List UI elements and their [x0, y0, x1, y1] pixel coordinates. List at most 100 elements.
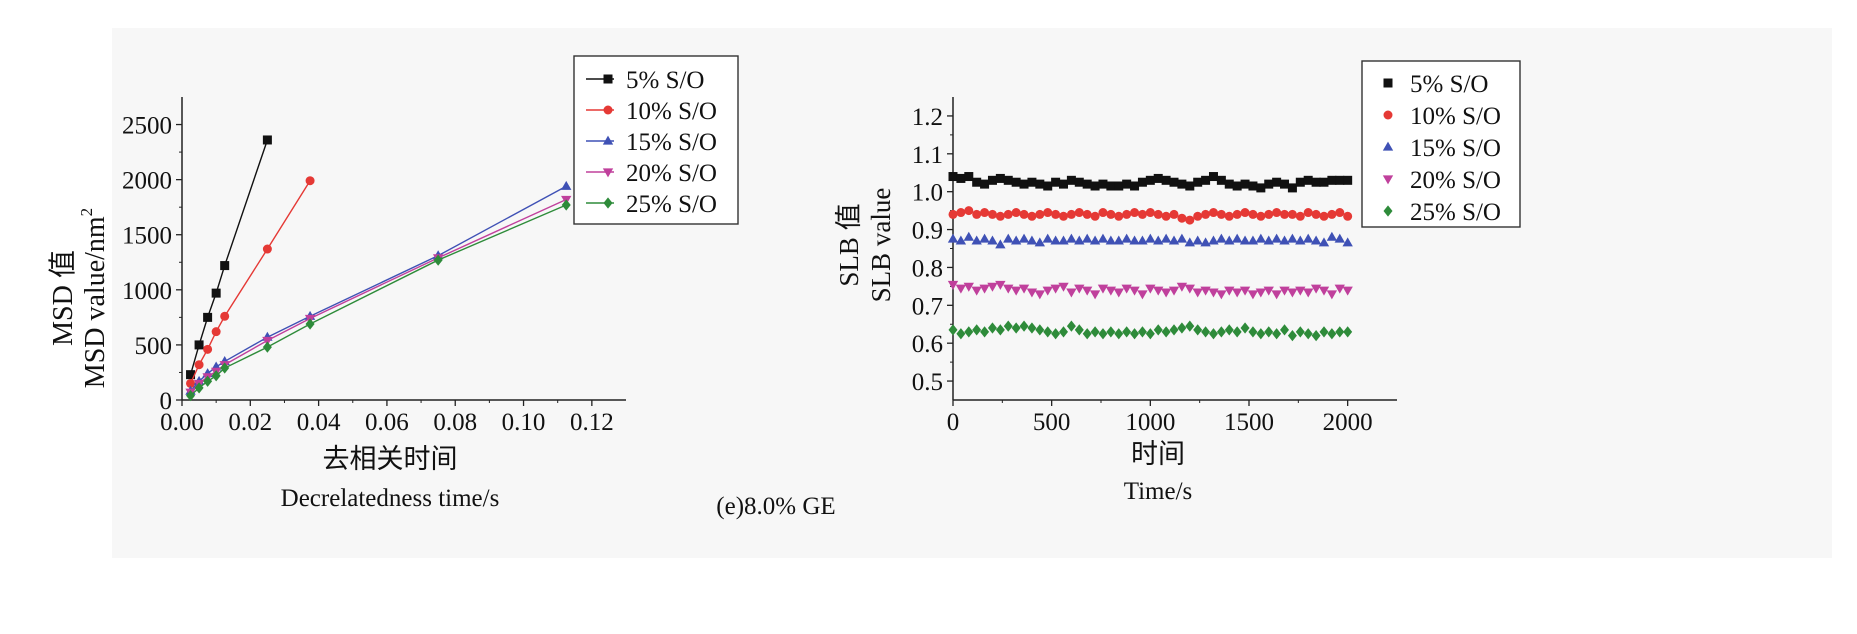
data-point: [956, 208, 966, 218]
data-point: [995, 211, 1005, 221]
data-point: [1082, 286, 1093, 296]
legend-marker: [1383, 110, 1393, 120]
data-point: [1310, 284, 1322, 294]
data-point: [1224, 324, 1234, 336]
data-point: [262, 244, 272, 254]
data-point: [1082, 233, 1093, 243]
legend-label: 5% S/O: [1410, 71, 1488, 98]
data-point: [1240, 322, 1250, 334]
data-point: [980, 179, 990, 189]
data-point: [1137, 290, 1148, 300]
data-point: [1256, 183, 1266, 193]
data-point: [1043, 208, 1053, 218]
data-point: [1122, 326, 1132, 338]
data-point: [1239, 286, 1251, 296]
data-point: [220, 362, 230, 374]
data-point: [1168, 235, 1180, 245]
data-point: [1074, 324, 1084, 336]
legend-item: 15% S/O: [1382, 135, 1501, 162]
data-point: [1003, 209, 1013, 219]
legend-item: 20% S/O: [586, 160, 717, 187]
data-point: [1311, 177, 1321, 187]
data-point: [1287, 209, 1297, 219]
data-point: [1106, 326, 1116, 338]
legend-marker: [1383, 78, 1393, 88]
data-point: [1303, 233, 1314, 243]
figure-caption: (e)8.0% GE: [716, 493, 835, 520]
data-point: [203, 312, 213, 322]
data-point: [1130, 328, 1140, 340]
msd-ylabel-en: MSD value/nm2: [77, 208, 111, 388]
data-point: [1248, 209, 1258, 219]
data-point: [979, 284, 990, 294]
data-point: [1327, 175, 1337, 185]
data-point: [1066, 175, 1076, 185]
legend-item: 20% S/O: [1382, 167, 1501, 194]
y-tick-label: 500: [135, 333, 173, 360]
legend-marker: [603, 105, 613, 115]
data-point: [1003, 284, 1014, 294]
data-point: [262, 135, 272, 145]
data-point: [1303, 288, 1314, 298]
legend-label: 15% S/O: [1410, 135, 1501, 162]
slb-chart: 0 500 1000 1500 2000 0.5 0.6 0.7 0.8 0.9 1.0 1.1 1.2…: [912, 60, 1521, 436]
data-point: [1224, 179, 1234, 189]
legend-label: 10% S/O: [1410, 103, 1501, 130]
data-point: [1177, 179, 1187, 189]
series-line: [190, 198, 567, 393]
data-point: [1153, 173, 1163, 183]
data-point: [203, 344, 213, 354]
slb-ylabel-en: SLB value: [866, 188, 896, 303]
data-point: [1272, 328, 1282, 340]
data-point: [995, 280, 1006, 290]
data-point: [1169, 209, 1179, 219]
data-point: [1011, 322, 1021, 334]
msd-xlabel-en: Decrelatedness time/s: [281, 485, 500, 512]
x-tick-label: 0.04: [297, 409, 341, 436]
data-point: [1018, 233, 1030, 243]
data-point: [1343, 175, 1353, 185]
data-point: [1256, 328, 1266, 340]
data-point: [1311, 209, 1321, 219]
data-point: [1169, 177, 1179, 187]
data-point: [203, 375, 213, 387]
data-point: [1185, 181, 1195, 191]
legend-label: 20% S/O: [1410, 167, 1501, 194]
data-point: [1193, 324, 1203, 336]
data-point: [1224, 211, 1234, 221]
data-point: [1303, 175, 1313, 185]
series-20so: [185, 195, 572, 398]
x-tick-label: 1500: [1224, 409, 1274, 436]
data-point: [972, 324, 982, 336]
data-point: [561, 180, 572, 190]
data-point: [964, 326, 974, 338]
data-point: [1074, 177, 1084, 187]
data-point: [1216, 233, 1227, 243]
data-point: [1193, 177, 1203, 187]
data-point: [972, 177, 982, 187]
data-point: [1121, 233, 1132, 243]
data-point: [1216, 326, 1226, 338]
data-point: [1334, 284, 1345, 294]
data-point: [1326, 231, 1338, 241]
data-point: [1184, 284, 1195, 294]
data-point: [955, 284, 967, 294]
data-point: [1145, 233, 1156, 243]
data-point: [194, 340, 204, 350]
data-point: [1051, 177, 1061, 187]
legend-label: 25% S/O: [1410, 199, 1501, 226]
data-point: [1185, 215, 1195, 225]
data-point: [1264, 209, 1274, 219]
data-point: [1255, 288, 1267, 298]
data-point: [1295, 326, 1305, 338]
y-tick-label: 0.5: [912, 369, 943, 396]
data-point: [1027, 322, 1037, 334]
data-point: [1287, 329, 1297, 342]
data-point: [1208, 235, 1219, 245]
data-point: [1200, 286, 1211, 296]
data-point: [964, 206, 974, 216]
data-point: [1042, 233, 1053, 243]
data-point: [972, 209, 982, 219]
y-tick-label: 0.8: [912, 255, 943, 282]
